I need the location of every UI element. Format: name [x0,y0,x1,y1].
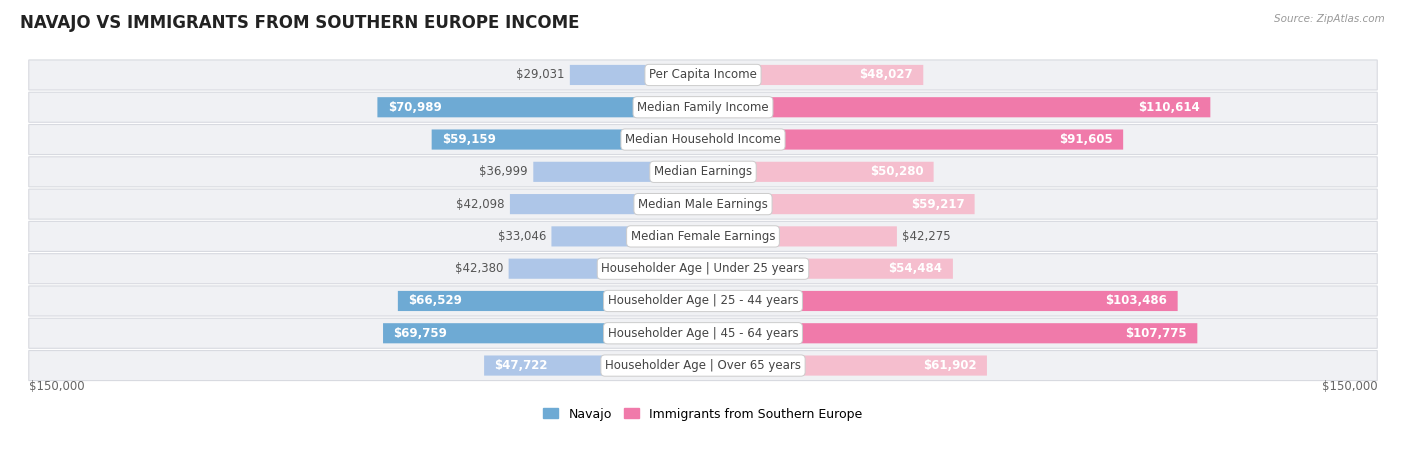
Text: $70,989: $70,989 [388,101,441,114]
Text: $48,027: $48,027 [859,69,912,81]
Text: $110,614: $110,614 [1139,101,1201,114]
FancyBboxPatch shape [28,157,1378,187]
FancyBboxPatch shape [551,226,703,247]
Text: Householder Age | Over 65 years: Householder Age | Over 65 years [605,359,801,372]
Text: $59,159: $59,159 [441,133,496,146]
Legend: Navajo, Immigrants from Southern Europe: Navajo, Immigrants from Southern Europe [538,403,868,425]
FancyBboxPatch shape [703,291,1178,311]
FancyBboxPatch shape [432,129,703,149]
Text: $103,486: $103,486 [1105,295,1167,307]
Text: Householder Age | Under 25 years: Householder Age | Under 25 years [602,262,804,275]
Text: $33,046: $33,046 [498,230,546,243]
FancyBboxPatch shape [703,65,924,85]
Text: $150,000: $150,000 [28,380,84,393]
FancyBboxPatch shape [28,221,1378,251]
FancyBboxPatch shape [398,291,703,311]
FancyBboxPatch shape [703,226,897,247]
FancyBboxPatch shape [484,355,703,375]
FancyBboxPatch shape [28,351,1378,381]
FancyBboxPatch shape [569,65,703,85]
FancyBboxPatch shape [28,254,1378,283]
Text: Per Capita Income: Per Capita Income [650,69,756,81]
FancyBboxPatch shape [382,323,703,343]
FancyBboxPatch shape [703,194,974,214]
FancyBboxPatch shape [509,259,703,279]
Text: Source: ZipAtlas.com: Source: ZipAtlas.com [1274,14,1385,24]
FancyBboxPatch shape [703,259,953,279]
Text: Median Earnings: Median Earnings [654,165,752,178]
FancyBboxPatch shape [510,194,703,214]
Text: $54,484: $54,484 [889,262,942,275]
FancyBboxPatch shape [377,97,703,117]
FancyBboxPatch shape [28,189,1378,219]
Text: $91,605: $91,605 [1059,133,1112,146]
Text: Median Household Income: Median Household Income [626,133,780,146]
Text: $36,999: $36,999 [479,165,527,178]
FancyBboxPatch shape [28,60,1378,90]
Text: Median Female Earnings: Median Female Earnings [631,230,775,243]
Text: $66,529: $66,529 [408,295,463,307]
Text: $150,000: $150,000 [1322,380,1378,393]
FancyBboxPatch shape [28,92,1378,122]
Text: $47,722: $47,722 [495,359,548,372]
FancyBboxPatch shape [703,323,1198,343]
Text: $42,380: $42,380 [454,262,503,275]
FancyBboxPatch shape [703,97,1211,117]
Text: $61,902: $61,902 [922,359,977,372]
Text: Householder Age | 25 - 44 years: Householder Age | 25 - 44 years [607,295,799,307]
FancyBboxPatch shape [28,125,1378,155]
FancyBboxPatch shape [28,318,1378,348]
FancyBboxPatch shape [703,129,1123,149]
Text: $50,280: $50,280 [870,165,924,178]
FancyBboxPatch shape [703,355,987,375]
FancyBboxPatch shape [703,162,934,182]
Text: NAVAJO VS IMMIGRANTS FROM SOUTHERN EUROPE INCOME: NAVAJO VS IMMIGRANTS FROM SOUTHERN EUROP… [20,14,579,32]
Text: $29,031: $29,031 [516,69,564,81]
Text: $42,275: $42,275 [903,230,950,243]
Text: $107,775: $107,775 [1125,327,1187,340]
FancyBboxPatch shape [28,286,1378,316]
FancyBboxPatch shape [533,162,703,182]
Text: $59,217: $59,217 [911,198,965,211]
Text: $42,098: $42,098 [456,198,505,211]
Text: $69,759: $69,759 [394,327,447,340]
Text: Median Family Income: Median Family Income [637,101,769,114]
Text: Median Male Earnings: Median Male Earnings [638,198,768,211]
Text: Householder Age | 45 - 64 years: Householder Age | 45 - 64 years [607,327,799,340]
